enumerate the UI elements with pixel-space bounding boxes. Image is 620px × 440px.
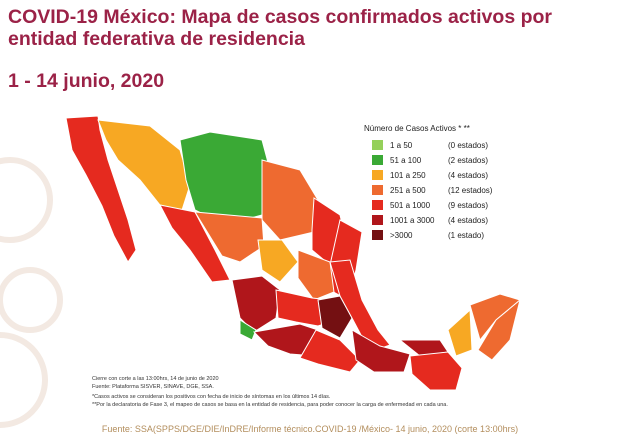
- mexico-map: [65, 115, 522, 391]
- legend-count: (12 estados): [448, 186, 493, 195]
- legend-swatch: [372, 140, 383, 150]
- baja-california: [65, 115, 137, 263]
- durango: [194, 211, 265, 263]
- san-luis-potosi: [297, 249, 335, 301]
- legend-range: 1 a 50: [390, 141, 413, 150]
- chihuahua: [179, 131, 271, 226]
- chiapas: [409, 351, 463, 391]
- zacatecas: [257, 239, 299, 283]
- jalisco: [231, 275, 281, 333]
- subtitle: 1 - 14 junio, 2020: [8, 70, 165, 92]
- note: *Casos activos se consideran los positiv…: [92, 394, 331, 400]
- legend-range: 501 a 1000: [390, 201, 431, 210]
- legend-count: (9 estados): [448, 201, 488, 210]
- legend-swatch: [372, 200, 383, 210]
- legend-range: 101 a 250: [390, 171, 426, 180]
- oaxaca: [351, 329, 411, 373]
- note: Cierre con corte a las 13:00hrs, 14 de j…: [92, 376, 219, 382]
- quintana-roo: [477, 298, 521, 361]
- note: Fuente: Plataforma SISVER, SINAVE, DGE, …: [92, 384, 214, 390]
- title: COVID-19 México: Mapa de casos confirmad…: [8, 6, 552, 28]
- veracruz: [329, 259, 391, 353]
- legend-range: 51 a 100: [390, 156, 422, 165]
- legend-title: Número de Casos Activos * **: [364, 124, 470, 133]
- legend-count: (4 estados): [448, 216, 488, 225]
- legend-range: 251 a 500: [390, 186, 426, 195]
- campeche: [447, 308, 473, 357]
- legend-range: >3000: [390, 231, 413, 240]
- legend-range: 1001 a 3000: [390, 216, 435, 225]
- legend-count: (0 estados): [448, 141, 488, 150]
- legend-swatch: [372, 170, 383, 180]
- legend-swatch: [372, 155, 383, 165]
- legend-swatch: [372, 215, 383, 225]
- title: entidad federativa de residencia: [8, 28, 305, 50]
- legend-count: (2 estados): [448, 156, 488, 165]
- background-pattern: [0, 157, 63, 428]
- cdmx-region: [317, 295, 353, 339]
- legend-swatch: [372, 185, 383, 195]
- legend-count: (1 estado): [448, 231, 484, 240]
- legend-count: (4 estados): [448, 171, 488, 180]
- footer: Fuente: SSA(SPPS/DGE/DIE/InDRE/Informe t…: [102, 424, 518, 434]
- notes: Cierre con corte a las 13:00hrs, 14 de j…: [92, 376, 448, 408]
- note: **Por la declaratoria de Fase 3, el mape…: [92, 402, 448, 408]
- colima: [239, 319, 257, 341]
- legend-swatch: [372, 230, 383, 240]
- legend: Número de Casos Activos * ** 1 a 50 (0 es…: [364, 124, 493, 240]
- coahuila: [261, 159, 319, 241]
- guerrero-coast: [299, 329, 361, 373]
